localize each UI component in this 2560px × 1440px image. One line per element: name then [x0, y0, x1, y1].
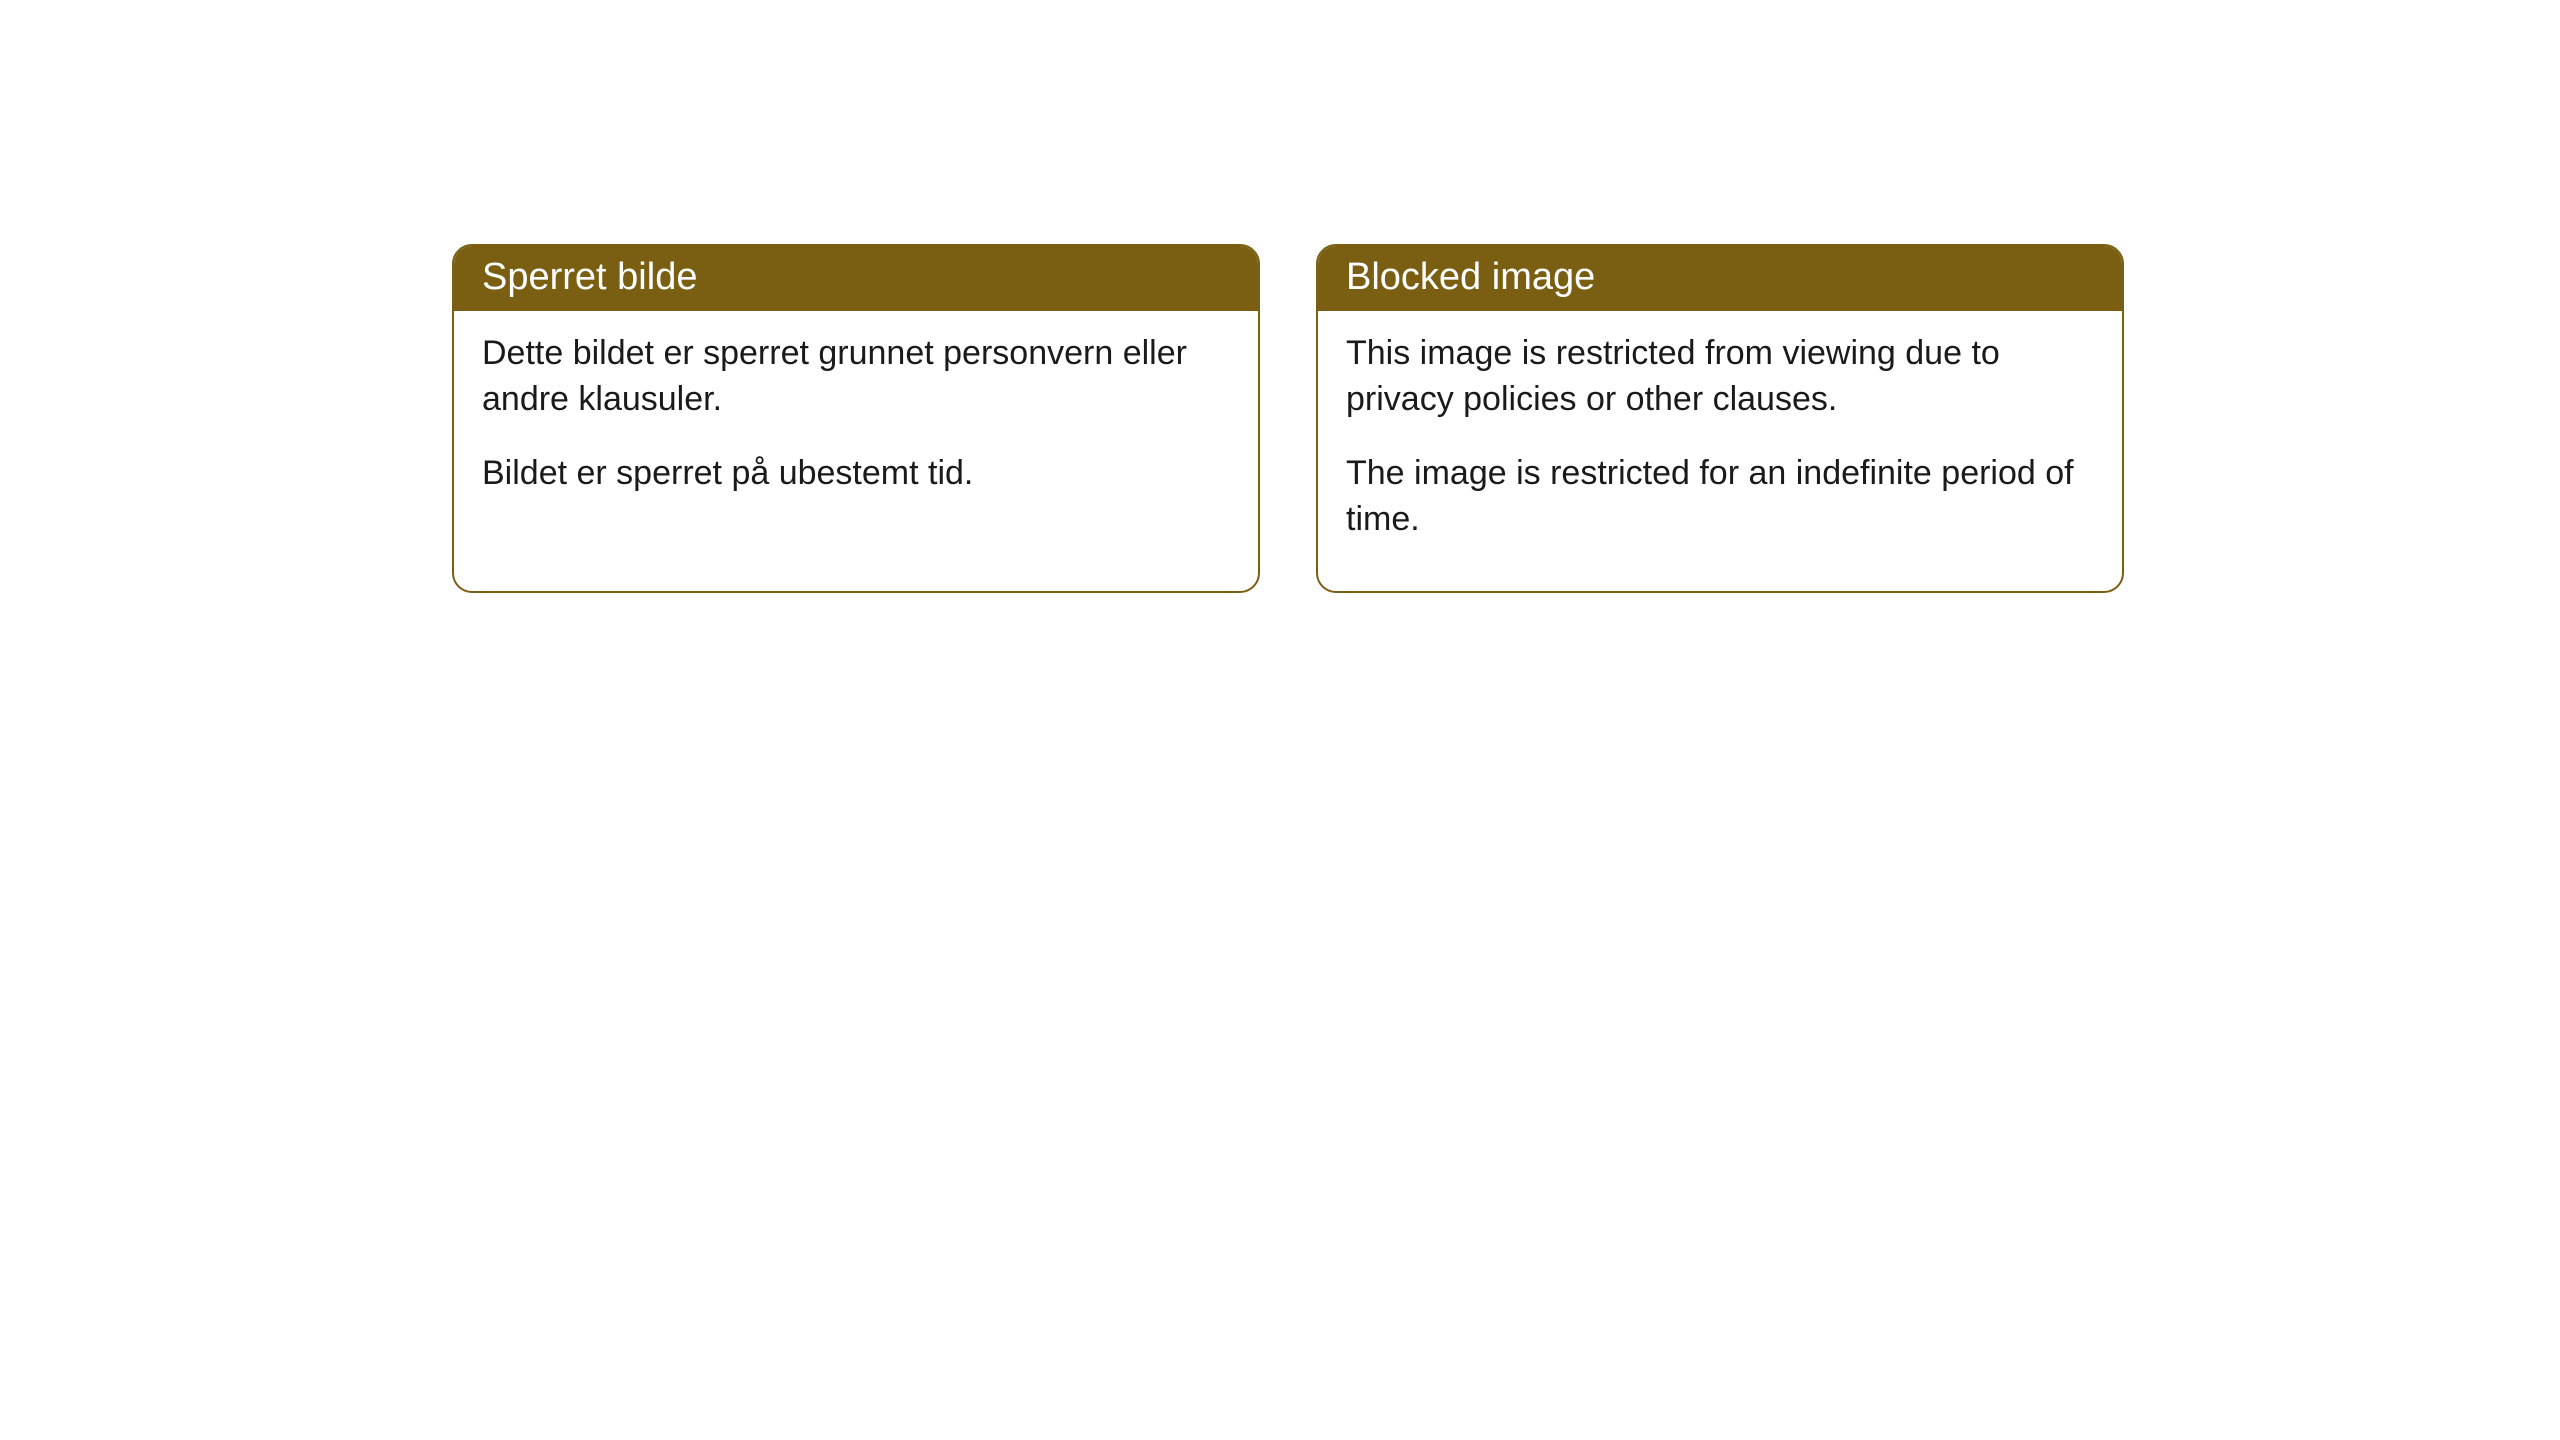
card-paragraph-2: Bildet er sperret på ubestemt tid.	[482, 451, 1230, 497]
card-body-english: This image is restricted from viewing du…	[1318, 311, 2122, 591]
blocked-image-card-norwegian: Sperret bilde Dette bildet er sperret gr…	[452, 244, 1260, 593]
card-header-english: Blocked image	[1318, 246, 2122, 311]
card-body-norwegian: Dette bildet er sperret grunnet personve…	[454, 311, 1258, 545]
notice-container: Sperret bilde Dette bildet er sperret gr…	[0, 0, 2560, 593]
blocked-image-card-english: Blocked image This image is restricted f…	[1316, 244, 2124, 593]
card-paragraph-1: Dette bildet er sperret grunnet personve…	[482, 331, 1230, 423]
card-paragraph-1: This image is restricted from viewing du…	[1346, 331, 2094, 423]
card-paragraph-2: The image is restricted for an indefinit…	[1346, 451, 2094, 543]
card-header-norwegian: Sperret bilde	[454, 246, 1258, 311]
